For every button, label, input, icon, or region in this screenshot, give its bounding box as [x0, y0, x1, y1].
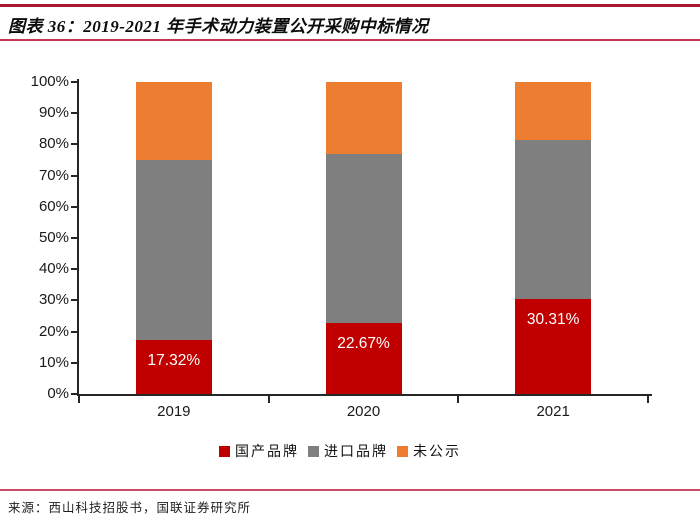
y-tick-label: 40% — [38, 260, 69, 278]
legend-label: 进口品牌 — [324, 445, 388, 460]
bar-segment-2020-0 — [325, 323, 402, 394]
y-tick-label: 30% — [38, 291, 69, 309]
chart-legend: 国产品牌 进口品牌 未公示 — [60, 441, 620, 461]
y-axis-tick — [71, 205, 78, 208]
y-axis-tick — [71, 237, 78, 239]
bar-segment-2020-1 — [325, 153, 402, 324]
x-axis-tick — [267, 396, 270, 403]
y-tick-label: 100% — [30, 73, 69, 90]
y-tick-label: 60% — [38, 197, 69, 215]
y-axis-tick — [71, 330, 78, 333]
y-tick-label: 70% — [38, 166, 69, 184]
title-rule — [0, 39, 700, 41]
x-category-label: 2021 — [536, 403, 570, 420]
y-axis-tick — [71, 393, 78, 395]
bar-segment-2021-0 — [515, 299, 592, 394]
y-axis-tick — [71, 143, 78, 146]
x-axis-tick — [457, 396, 460, 403]
legend-label: 国产品牌 — [235, 445, 299, 460]
x-axis-tick — [647, 396, 649, 403]
bar-segment-2019-0 — [135, 339, 212, 394]
bar-data-label: 30.31% — [526, 311, 580, 329]
y-axis-tick — [71, 174, 78, 177]
y-axis-tick — [71, 268, 78, 271]
bar-segment-2019-2 — [135, 82, 212, 160]
y-tick-label: 90% — [38, 104, 69, 122]
y-axis-tick — [71, 112, 78, 115]
bar-data-label: 22.67% — [337, 335, 390, 353]
legend-item-1: 进口品牌 — [308, 441, 388, 461]
x-axis-tick — [78, 396, 80, 403]
bar-segment-2021-1 — [515, 140, 592, 300]
legend-swatch-icon — [219, 445, 230, 457]
y-axis-tick — [71, 361, 78, 364]
top-rule — [0, 4, 700, 7]
legend-swatch-icon — [397, 445, 408, 457]
bar-segment-2021-2 — [515, 82, 592, 141]
bar-segment-2019-1 — [135, 160, 212, 340]
y-tick-label: 0% — [47, 385, 69, 402]
y-tick-label: 20% — [38, 322, 69, 340]
legend-item-2: 未公示 — [397, 441, 461, 461]
y-tick-label: 80% — [38, 135, 69, 153]
source-rule — [0, 489, 700, 491]
y-axis-line — [77, 79, 79, 396]
source-text: 来源：西山科技招股书，国联证券研究所 — [8, 501, 252, 515]
bar-segment-2020-2 — [325, 82, 402, 154]
figure-title: 图表 36：2019-2021 年手术动力装置公开采购中标情况 — [8, 17, 429, 36]
legend-label: 未公示 — [413, 445, 461, 460]
y-tick-label: 10% — [38, 353, 69, 371]
legend-item-0: 国产品牌 — [219, 441, 299, 461]
y-tick-label: 50% — [38, 229, 69, 246]
y-axis-tick — [71, 299, 78, 302]
y-axis-tick — [71, 81, 78, 83]
x-category-label: 2019 — [157, 403, 191, 420]
legend-swatch-icon — [308, 445, 319, 457]
bar-data-label: 17.32% — [147, 351, 201, 369]
x-axis-line — [77, 394, 652, 396]
x-category-label: 2020 — [346, 403, 381, 420]
